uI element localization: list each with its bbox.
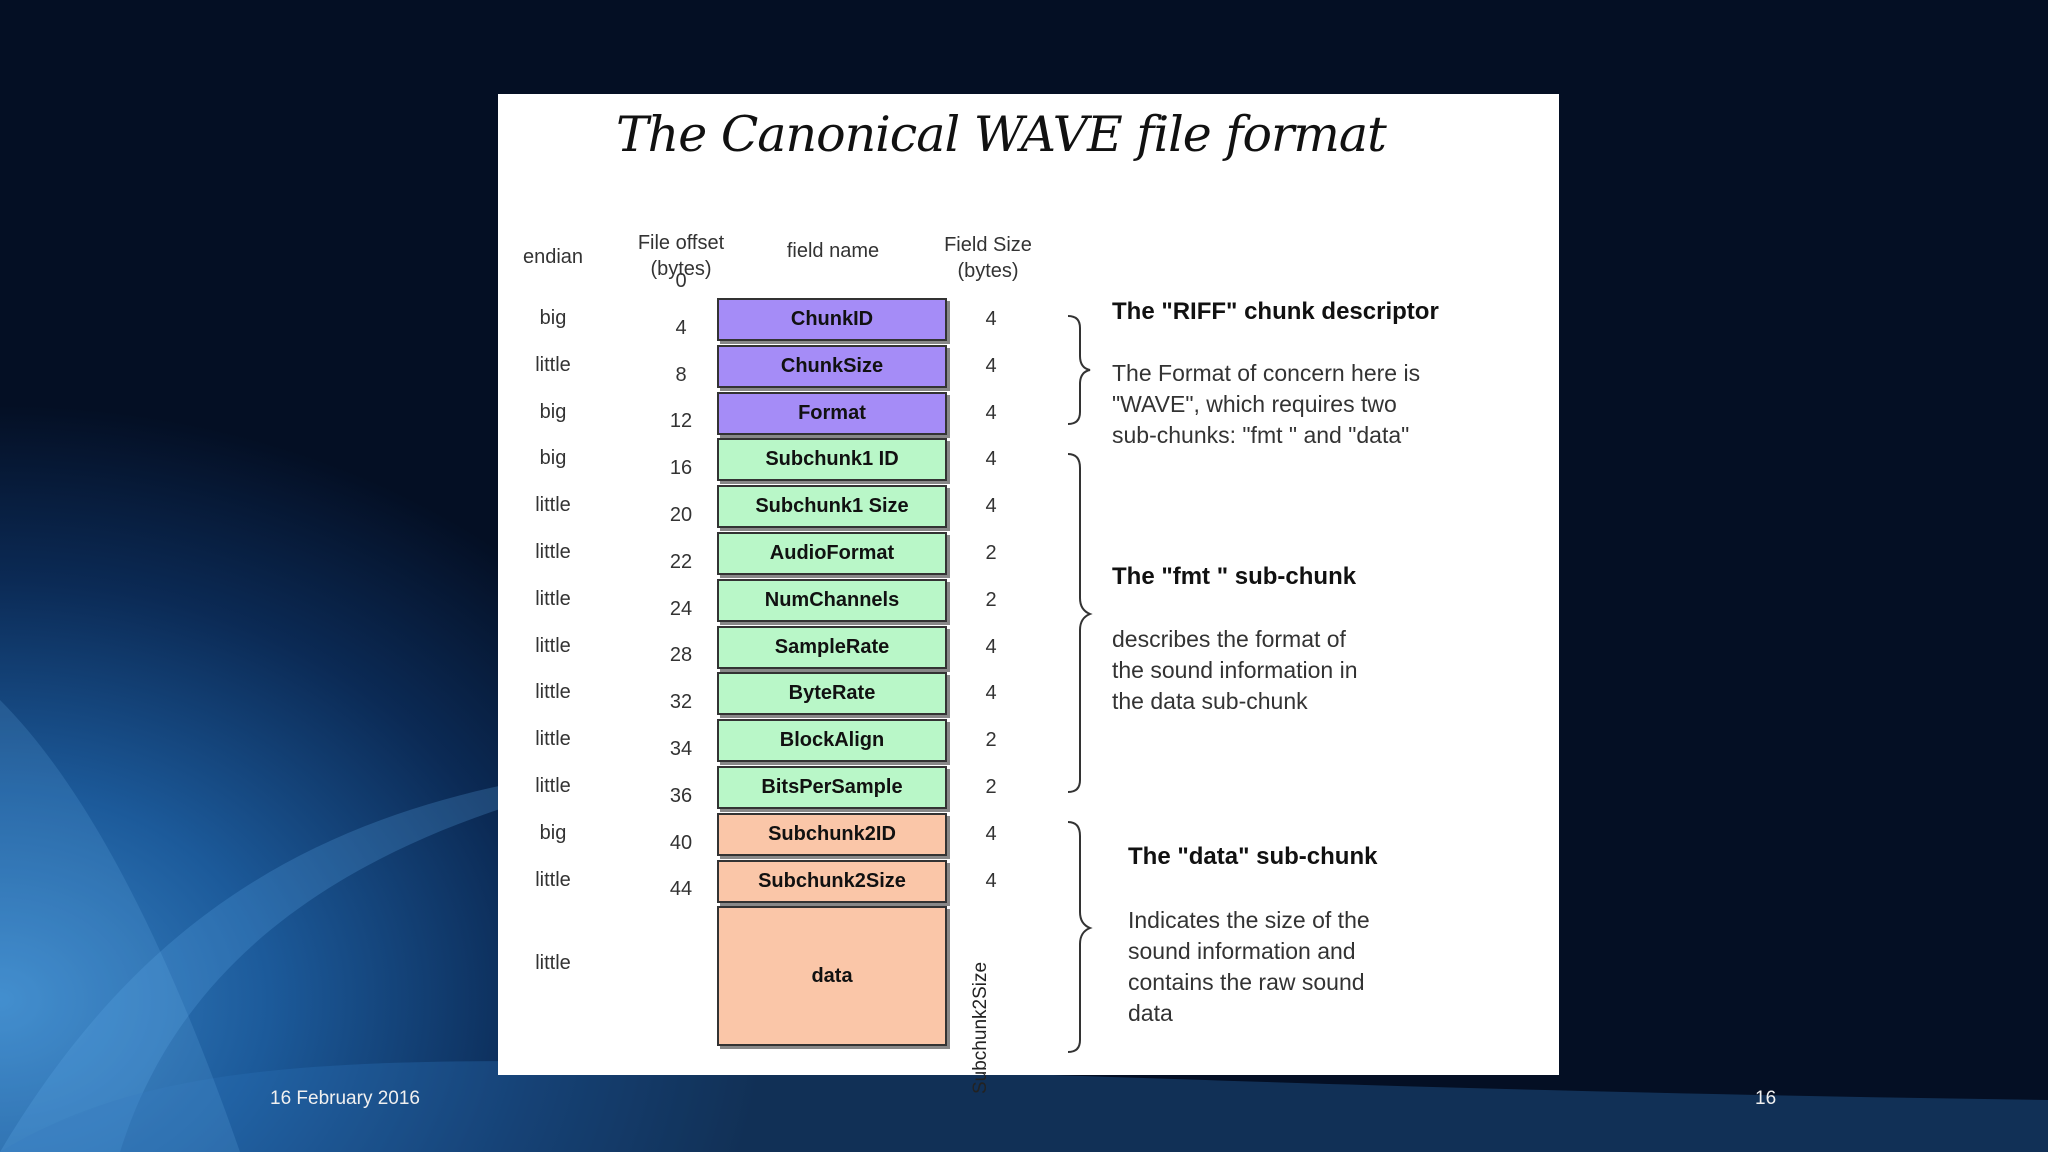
group-braces: [1067, 315, 1093, 1053]
header-field-size-line1: Field Size: [944, 234, 1032, 256]
brace-data: [1067, 821, 1093, 1053]
field-box: ChunkSize: [717, 344, 947, 388]
data-desc-body: Indicates the size of the sound informat…: [1128, 907, 1370, 1026]
file-offset-value: 0: [675, 270, 687, 292]
endian-label: big: [539, 821, 567, 844]
field-box: Subchunk2ID: [717, 812, 947, 856]
field-box: ByteRate: [717, 672, 947, 716]
header-file-offset: File offset (bytes): [616, 230, 746, 282]
endian-label: little: [535, 541, 571, 563]
field-size-value: 2: [985, 588, 997, 611]
field-box: NumChannels: [717, 578, 947, 622]
file-offset-value: 20: [669, 504, 693, 526]
field-box: Subchunk1 ID: [717, 438, 947, 482]
field-size-value: 2: [985, 776, 997, 798]
field-size-value: 4: [985, 635, 997, 658]
file-offset-value: 36: [669, 784, 693, 807]
field-size-value: 4: [985, 308, 997, 330]
field-box: ChunkID: [717, 298, 947, 341]
field-size-value: 2: [985, 542, 997, 564]
slide-date: 16 February 2016: [270, 1088, 420, 1109]
slide-page-number: 16: [1755, 1088, 1777, 1109]
header-file-offset-line2: (bytes): [650, 258, 712, 280]
figure-title: The Canonical WAVE file format: [616, 106, 1387, 163]
endian-label: big: [539, 447, 567, 470]
file-offset-value: 12: [669, 410, 693, 433]
field-size-value: 4: [985, 822, 997, 845]
field-size-value: 4: [985, 682, 997, 705]
file-offset-value: 22: [669, 550, 693, 573]
riff-desc-body: The Format of concern here is "WAVE", wh…: [1112, 360, 1421, 448]
endian-label: big: [539, 307, 567, 329]
field-box: BitsPerSample: [717, 766, 947, 809]
field-box: data: [717, 906, 947, 1047]
endian-label: little: [535, 728, 571, 751]
header-field-size: Field Size (bytes): [928, 232, 1048, 284]
file-offset-value: 8: [675, 363, 687, 386]
field-box: SampleRate: [717, 625, 947, 669]
endian-label: big: [539, 400, 567, 423]
header-field-size-line2: (bytes): [957, 260, 1019, 282]
endian-label: little: [535, 634, 571, 657]
brace-riff: [1067, 315, 1091, 425]
file-offset-value: 32: [669, 691, 693, 714]
file-offset-value: 4: [675, 316, 687, 339]
endian-label: little: [535, 681, 571, 704]
field-box: AudioFormat: [717, 532, 947, 575]
header-endian: endian: [522, 246, 584, 268]
file-offset-value: 28: [669, 644, 693, 667]
file-offset-value: 24: [669, 597, 693, 620]
header-file-offset-line1: File offset: [637, 232, 725, 254]
file-offset-value: 34: [669, 738, 693, 760]
field-box: BlockAlign: [717, 719, 947, 763]
data-desc-title: The "data" sub-chunk: [1128, 843, 1378, 870]
wave-format-figure: The Canonical WAVE file format endian Fi…: [498, 94, 1559, 1094]
field-size-value: 4: [985, 354, 997, 377]
field-box: Subchunk1 Size: [717, 485, 947, 529]
field-size-value: 4: [985, 495, 997, 518]
fmt-desc-title: The "fmt " sub-chunk: [1112, 563, 1357, 590]
endian-label: little: [535, 775, 571, 797]
riff-desc-title: The "RIFF" chunk descriptor: [1112, 298, 1439, 325]
endian-label: little: [535, 353, 571, 376]
endian-label: little: [535, 868, 571, 891]
file-offset-value: 16: [669, 457, 693, 480]
field-size-value: 4: [985, 401, 997, 424]
file-offset-value: 44: [669, 878, 693, 901]
brace-fmt: [1067, 453, 1093, 793]
field-size-value: 2: [985, 729, 997, 752]
field-size-value: 4: [985, 448, 997, 471]
file-offset-value: 40: [669, 831, 693, 854]
header-field-name: field name: [786, 240, 880, 262]
endian-label: little: [535, 952, 571, 975]
field-box: Subchunk2Size: [717, 859, 947, 903]
field-size-value: 4: [985, 869, 997, 892]
fmt-desc-body: describes the format of the sound inform…: [1112, 626, 1358, 714]
endian-label: little: [535, 587, 571, 610]
endian-label: little: [535, 494, 571, 517]
field-box: Format: [717, 391, 947, 435]
